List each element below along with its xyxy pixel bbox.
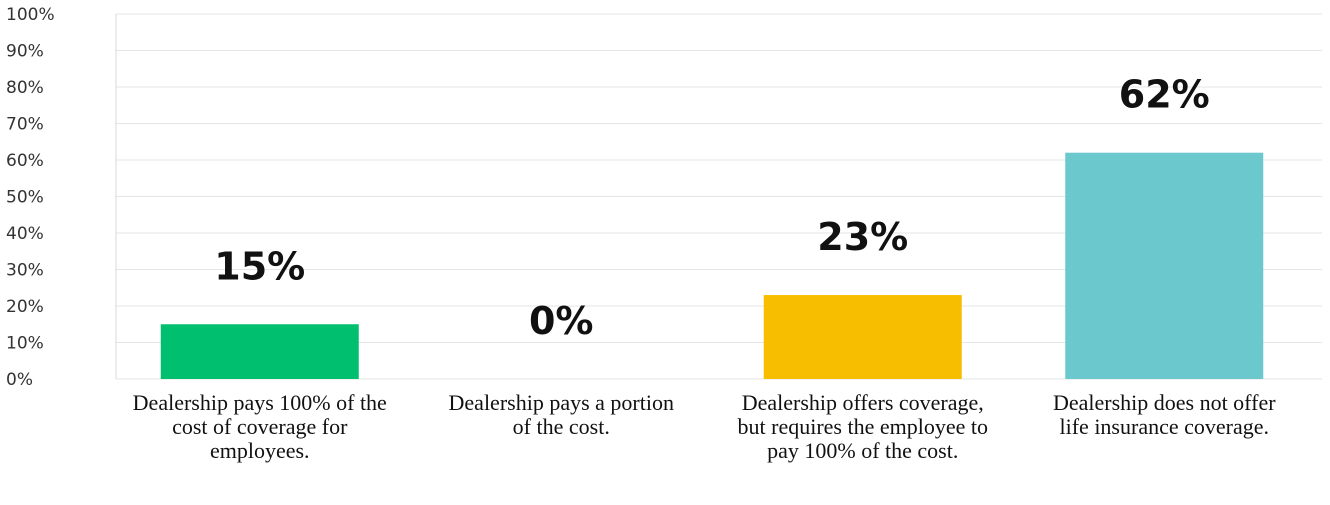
y-tick-label: 20% — [6, 297, 44, 317]
bar — [1065, 152, 1264, 379]
y-tick-label: 60% — [6, 151, 44, 171]
x-tick-label: Dealership pays a portion of the cost. — [448, 390, 674, 439]
y-tick-label: 40% — [6, 224, 44, 244]
y-tick-label: 90% — [6, 42, 44, 62]
y-tick-label: 10% — [6, 334, 44, 354]
y-tick-label: 30% — [6, 261, 44, 281]
data-label: 62% — [1119, 73, 1210, 117]
y-tick-label: 50% — [6, 188, 44, 208]
data-label: 0% — [529, 299, 594, 343]
x-tick-label: Dealership pays 100% of the cost of cove… — [132, 390, 387, 463]
x-tick-label: Dealership offers coverage, but requires… — [737, 390, 988, 463]
y-tick-label: 80% — [6, 78, 44, 98]
bar — [160, 324, 359, 379]
data-label: 23% — [817, 215, 908, 259]
y-tick-label: 70% — [6, 115, 44, 135]
bar — [763, 295, 962, 379]
y-tick-label: 100% — [6, 5, 55, 25]
x-tick-label: Dealership does not offer life insurance… — [1052, 390, 1276, 439]
y-tick-label: 0% — [6, 370, 33, 390]
data-label: 15% — [214, 244, 305, 288]
